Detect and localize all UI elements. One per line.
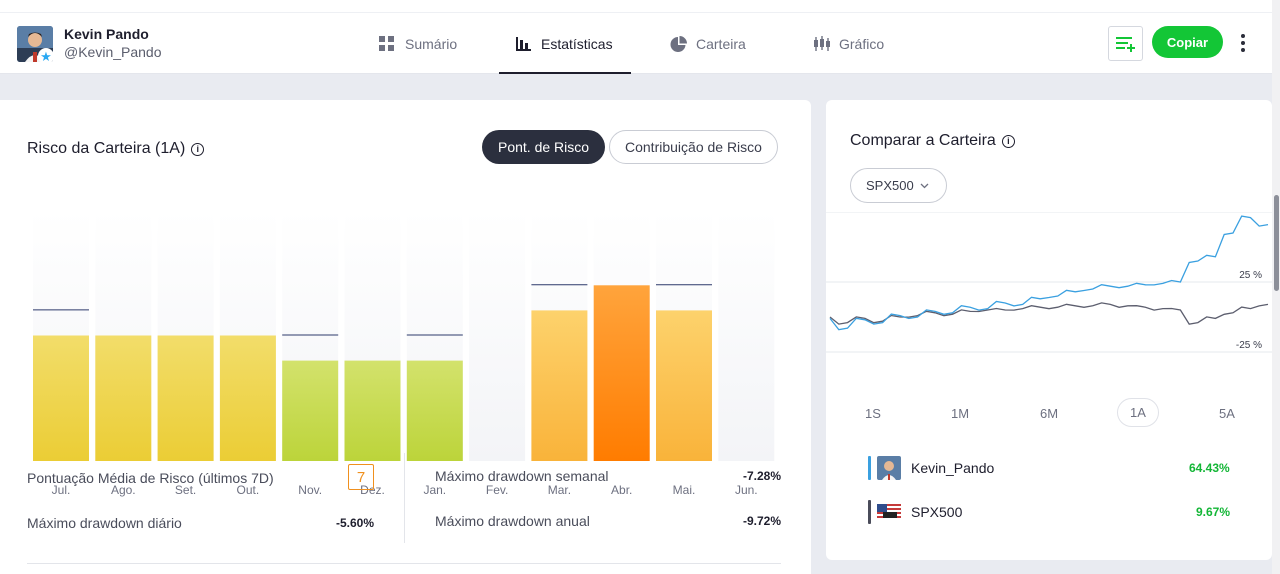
info-icon[interactable]: i bbox=[191, 142, 205, 156]
daily-drawdown-label: Máximo drawdown diário bbox=[27, 515, 182, 531]
month-tick-label: Mai. bbox=[673, 483, 696, 497]
bar-chart-icon bbox=[515, 36, 531, 52]
info-icon[interactable]: i bbox=[1001, 134, 1015, 148]
risk-bar[interactable] bbox=[344, 360, 401, 461]
risk-contribution-button[interactable]: Contribuição de Risco bbox=[609, 130, 778, 164]
tab-portfolio[interactable]: Carteira bbox=[670, 13, 746, 74]
avg-risk-score: 7 bbox=[348, 464, 374, 490]
legend-name: SPX500 bbox=[911, 504, 963, 520]
risk-score-button[interactable]: Pont. de Risco bbox=[482, 130, 606, 164]
month-tick-label: Jul. bbox=[52, 483, 71, 497]
risk-bar-chart: Jul. Ago. Set. Out. Nov. Dez. Jan. Fev. Mar. Abr.… bbox=[33, 210, 775, 497]
legend-row-benchmark: SPX500 bbox=[877, 500, 962, 524]
annual-drawdown-label: Máximo drawdown anual bbox=[435, 513, 590, 529]
bar-background bbox=[469, 210, 526, 461]
range-1y[interactable]: 1A bbox=[1117, 398, 1159, 427]
legend-color-bar bbox=[868, 500, 871, 524]
range-1w[interactable]: 1S bbox=[865, 406, 881, 421]
month-tick-label: Fev. bbox=[486, 483, 508, 497]
risk-bar[interactable] bbox=[33, 335, 89, 462]
month-tick-label: Out. bbox=[237, 483, 260, 497]
risk-bar[interactable] bbox=[95, 335, 152, 462]
user-handle: @Kevin_Pando bbox=[64, 44, 162, 60]
portfolio-avatar-icon bbox=[877, 456, 901, 480]
legend-row-portfolio: Kevin_Pando bbox=[877, 456, 994, 480]
month-tick-label: Jan. bbox=[423, 483, 446, 497]
compare-title-text: Comparar a Carteira bbox=[850, 132, 996, 149]
risk-title: Risco da Carteira (1A) i bbox=[27, 140, 205, 158]
copy-button[interactable]: Copiar bbox=[1152, 26, 1223, 58]
legend-color-bar bbox=[868, 456, 871, 480]
benchmark-selector[interactable]: SPX500 bbox=[850, 168, 947, 203]
risk-title-text: Risco da Carteira (1A) bbox=[27, 140, 186, 157]
risk-bar[interactable] bbox=[656, 310, 712, 461]
tab-statistics[interactable]: Estatísticas bbox=[499, 13, 631, 74]
legend-name: Kevin_Pando bbox=[911, 460, 995, 476]
month-tick-label: Abr. bbox=[611, 483, 632, 497]
scrollbar-thumb[interactable] bbox=[1274, 195, 1279, 291]
popular-investor-star-icon: ★ bbox=[38, 48, 54, 64]
watchlist-add-icon bbox=[1115, 36, 1135, 52]
compare-portfolio-card: Comparar a Carteira i SPX500 75 %25 %-25… bbox=[826, 100, 1272, 560]
risk-bar[interactable] bbox=[282, 360, 339, 461]
risk-bar[interactable] bbox=[406, 360, 463, 461]
weekly-drawdown-value: -7.28% bbox=[742, 469, 781, 483]
avg-risk-label: Pontuação Média de Risco (últimos 7D) bbox=[27, 470, 274, 486]
user-name[interactable]: Kevin Pando bbox=[64, 26, 149, 42]
range-6m[interactable]: 6M bbox=[1040, 406, 1059, 421]
risk-bar[interactable] bbox=[593, 285, 650, 461]
risk-bar[interactable] bbox=[219, 335, 276, 462]
legend-value: 64.43% bbox=[1189, 461, 1230, 475]
candlestick-icon bbox=[813, 35, 830, 52]
month-tick-label: Dez. bbox=[360, 483, 385, 497]
stats-divider bbox=[404, 453, 405, 543]
series-line-spx500 bbox=[829, 302, 1269, 325]
month-tick-label: Mar. bbox=[548, 483, 571, 497]
risk-bar[interactable] bbox=[531, 310, 588, 461]
tab-label: Carteira bbox=[696, 35, 746, 52]
legend-value: 9.67% bbox=[1196, 505, 1231, 519]
chevron-down-icon bbox=[920, 183, 929, 188]
us-flag-icon bbox=[877, 504, 901, 520]
top-strip bbox=[0, 0, 1272, 13]
tab-label: Sumário bbox=[405, 35, 458, 52]
benchmark-selector-value: SPX500 bbox=[866, 178, 914, 193]
annual-drawdown-value: -9.72% bbox=[742, 514, 781, 528]
section-divider bbox=[27, 563, 781, 564]
range-5y[interactable]: 5A bbox=[1219, 406, 1235, 421]
grid-icon bbox=[379, 35, 395, 52]
pie-chart-icon bbox=[670, 35, 687, 52]
add-to-watchlist-button[interactable] bbox=[1108, 26, 1143, 61]
month-tick-label: Nov. bbox=[298, 483, 322, 497]
portfolio-risk-card: Risco da Carteira (1A) i Pont. de Risco … bbox=[0, 100, 811, 574]
bar-background bbox=[718, 210, 775, 461]
y-tick-label: 25 % bbox=[1239, 270, 1262, 281]
tab-summary[interactable]: Sumário bbox=[379, 13, 457, 74]
tab-label: Gráfico bbox=[839, 35, 885, 52]
month-tick-label: Ago. bbox=[111, 483, 136, 497]
tab-label: Estatísticas bbox=[541, 35, 613, 52]
month-tick-label: Jun. bbox=[735, 483, 758, 497]
risk-bar[interactable] bbox=[157, 335, 214, 462]
weekly-drawdown-label: Máximo drawdown semanal bbox=[435, 468, 609, 484]
y-tick-label: -25 % bbox=[1236, 340, 1262, 351]
more-options-icon[interactable] bbox=[1235, 32, 1251, 54]
daily-drawdown-value: -5.60% bbox=[335, 516, 374, 530]
compare-title: Comparar a Carteira i bbox=[850, 132, 1015, 150]
month-tick-label: Set. bbox=[175, 483, 196, 497]
range-1m[interactable]: 1M bbox=[951, 406, 970, 421]
tab-chart[interactable]: Gráfico bbox=[813, 13, 884, 74]
comparison-line-chart: 75 %25 %-25 % bbox=[826, 212, 1272, 353]
series-line-kevin_pando bbox=[829, 215, 1269, 331]
portfolio-header: ★ Kevin Pando @Kevin_Pando Sumário Estat… bbox=[0, 13, 1272, 74]
user-avatar[interactable] bbox=[17, 26, 53, 62]
